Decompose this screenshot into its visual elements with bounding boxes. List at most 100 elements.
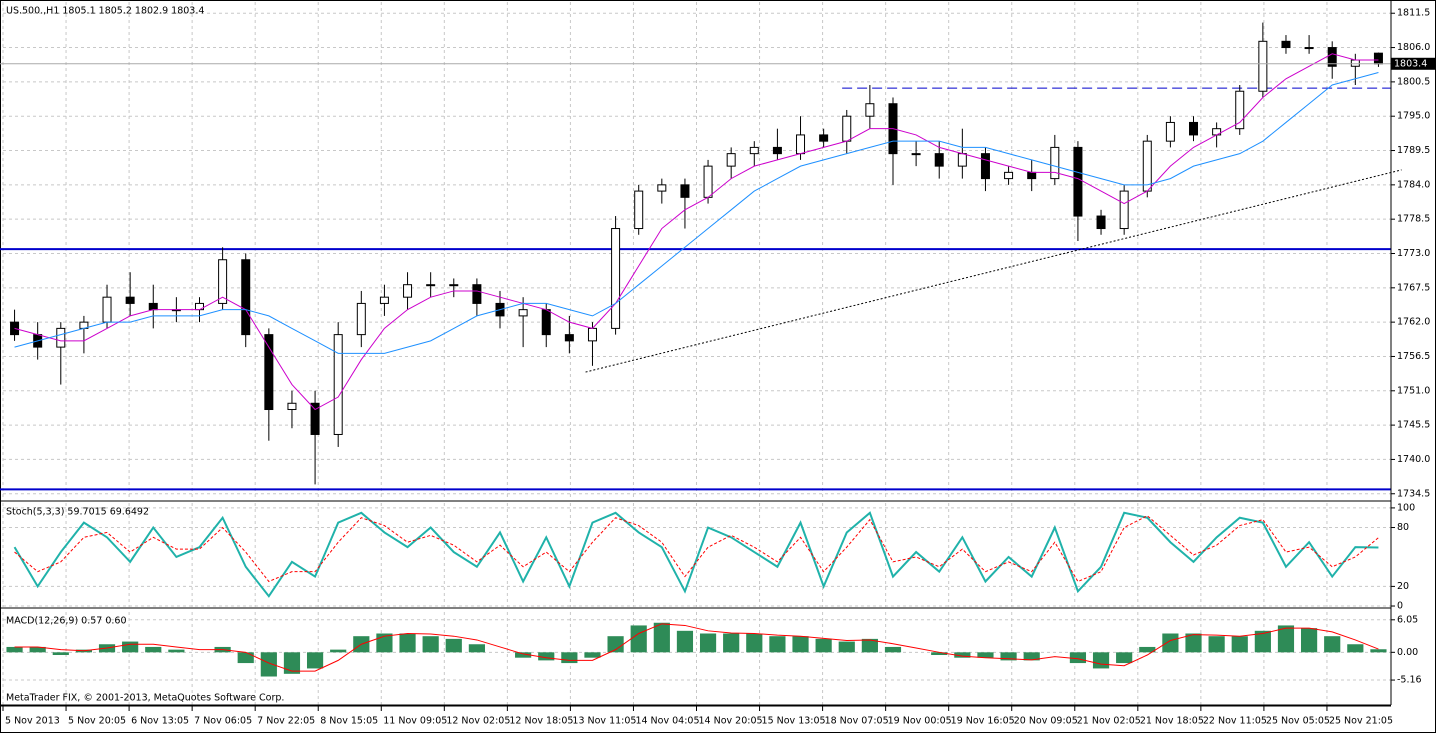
macd-bar [769,636,786,653]
macd-bar [1370,649,1387,653]
macd-bar [699,633,717,653]
macd-bar [1023,652,1040,661]
candle-body [611,228,621,329]
candle-body [819,134,829,142]
candle-body [1373,52,1383,65]
candle-body [1235,90,1245,130]
candle-body [1212,128,1222,136]
y-tick-label: 1795.0 [1397,111,1430,122]
macd-bar [1347,644,1364,653]
macd-bar [954,652,971,658]
candle-body [449,284,459,287]
macd-bar [1139,646,1156,653]
candle-body [564,334,574,342]
macd-bar [330,649,347,653]
y-tick-label: 1767.5 [1397,282,1430,293]
candle-body [194,302,204,311]
candle-body [310,402,320,435]
candle-body [1189,121,1199,136]
macd-bar [861,638,878,653]
y-tick-label: 1734.5 [1397,488,1430,499]
y-tick-label: 1773.0 [1397,248,1430,259]
candle-body [333,334,343,435]
candle-body [102,296,112,323]
candle-body [241,259,251,336]
x-tick-label: 8 Nov 15:05 [320,716,378,727]
candle-body [957,153,967,167]
candle-body [541,309,551,336]
copyright: MetaTrader FIX, © 2001-2013, MetaQuotes … [6,693,284,704]
y-tick-label: 1800.5 [1397,76,1430,87]
candle-body [148,302,158,311]
price-box [1391,57,1435,70]
macd-bar [1324,636,1341,653]
y-tick-label: 20 [1397,581,1409,592]
candle-body [1327,47,1337,67]
macd-bar [52,652,69,656]
candle-body [703,165,713,198]
x-tick-label: 5 Nov 2013 [5,716,60,727]
x-tick-label: 7 Nov 22:05 [257,716,315,727]
panel-title: Stoch(5,3,3) 59.7015 69.6492 [6,507,149,518]
macd-bar [168,649,185,653]
macd-bar [445,638,462,653]
candle-body [264,334,274,411]
macd-bar [1069,652,1087,664]
candle-body [403,284,413,298]
macd-bar [792,636,809,653]
y-tick-label: -5.16 [1397,675,1422,686]
macd-bar [29,646,46,653]
x-tick-label: 20 Nov 09:05 [1014,716,1078,727]
indicator-line [14,623,1379,672]
macd-bar [884,646,902,653]
macd-bar [561,652,578,664]
x-tick-label: 5 Nov 20:05 [68,716,126,727]
macd-bar [1254,630,1271,653]
candle-body [1165,121,1175,142]
macd-bar [607,636,624,653]
y-tick-label: 6.05 [1397,614,1418,625]
y-tick-label: 1806.0 [1397,42,1430,53]
macd-bar [538,652,555,661]
y-tick-label: 1784.0 [1397,179,1430,190]
macd-bar [399,633,416,653]
macd-bar [838,641,855,653]
candle-body [842,115,852,142]
candle-body [379,296,389,304]
macd-bar [468,644,485,653]
macd-bar [1116,652,1133,664]
candle-body [1004,171,1014,180]
candle-body [772,146,782,155]
y-tick-label: 1778.5 [1397,214,1430,225]
x-tick-label: 21 Nov 02:05 [1077,716,1141,727]
candle-body [518,309,528,317]
macd-bar [630,625,647,653]
x-tick-label: 22 Nov 11:05 [1203,716,1267,727]
candle-body [472,284,482,304]
indicator-line [13,511,1379,598]
candle-body [1119,190,1129,230]
x-tick-label: 13 Nov 11:05 [572,716,636,727]
candle-body [287,402,297,411]
y-tick-label: 1789.5 [1397,145,1430,156]
macd-bar [746,633,763,653]
x-tick-label: 25 Nov 05:05 [1266,716,1330,727]
x-tick-label: 18 Nov 07:05 [825,716,889,727]
x-tick-label: 25 Nov 21:05 [1329,716,1393,727]
y-tick-label: 1762.0 [1397,317,1430,328]
macd-bar [1162,633,1179,653]
macd-bar [376,633,393,653]
x-tick-label: 15 Nov 13:05 [762,716,826,727]
candle-body [749,146,759,155]
candle-body [125,296,135,304]
candle-body [1258,40,1268,92]
macd-bar [283,652,301,674]
macd-bar [723,633,740,653]
panel-title: MACD(12,26,9) 0.57 0.60 [6,616,127,627]
macd-bar [1185,633,1202,653]
candle-body [56,327,66,348]
macd-bar [1208,636,1225,653]
x-tick-label: 6 Nov 13:05 [131,716,189,727]
candle-body [1281,40,1291,49]
